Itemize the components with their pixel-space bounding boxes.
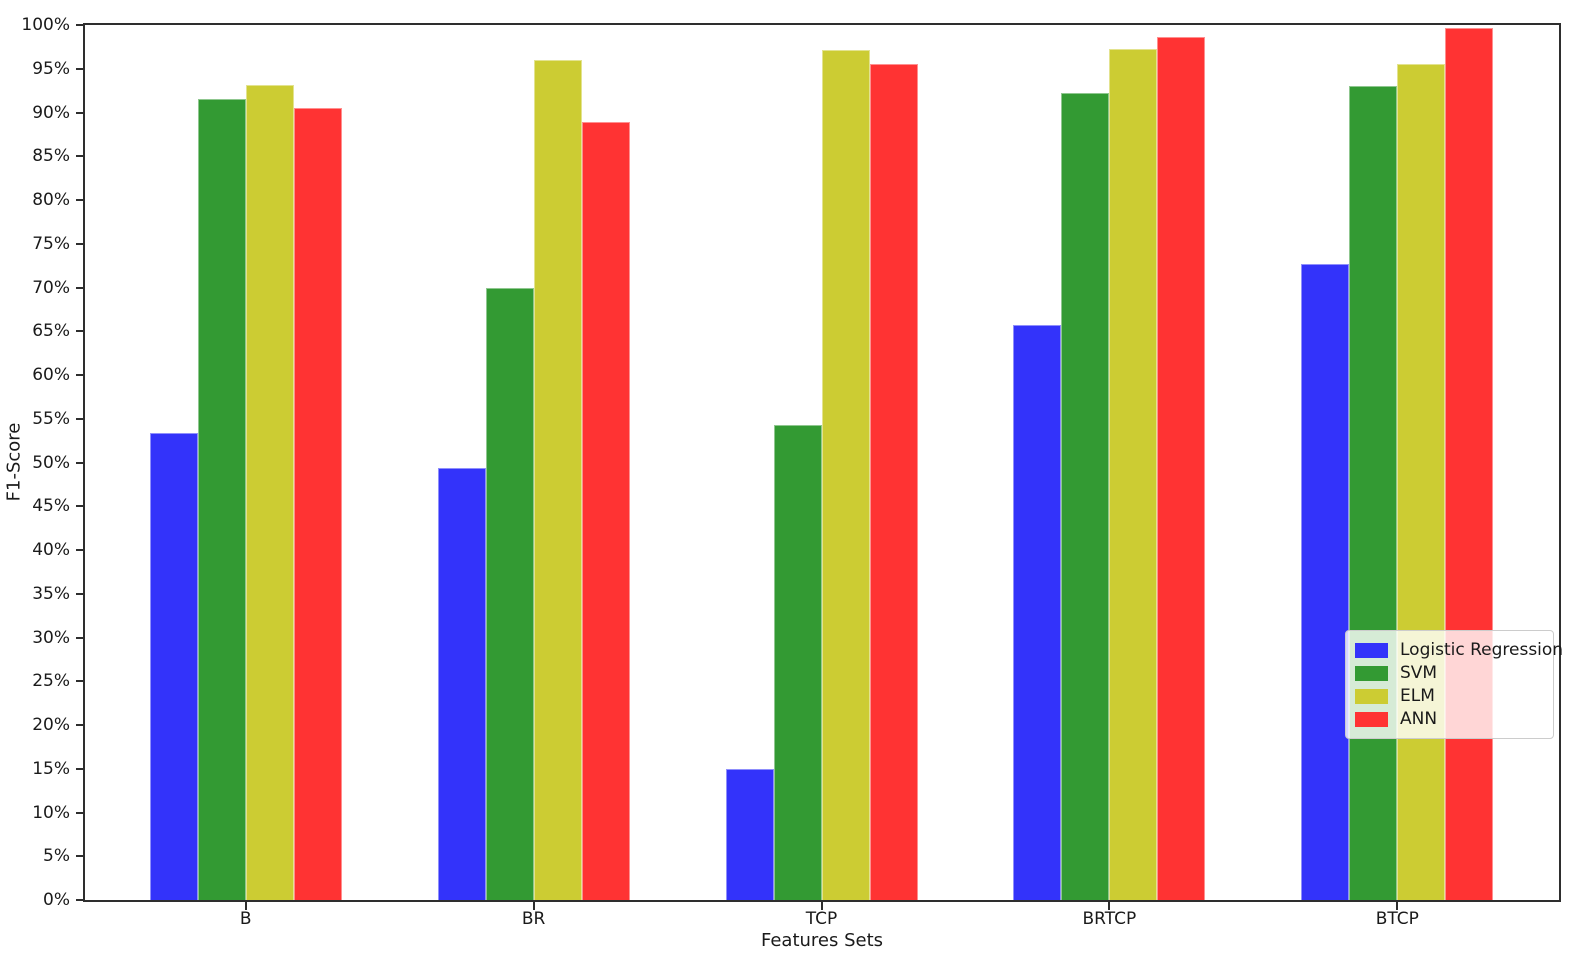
bar-svm-b [197,99,246,900]
y-tick-mark [76,374,83,376]
legend-label: SVM [1400,663,1438,683]
bar-ann-tcp [869,64,918,900]
x-tick-mark [244,902,247,910]
bar-svm-brtcp [1061,93,1110,900]
bar-ann-btcp [1445,27,1494,900]
y-tick-mark [76,549,83,551]
legend-swatch-logistic-regression [1355,642,1388,658]
y-tick-mark [76,855,83,858]
x-tick-label-br: BR [521,909,546,929]
y-tick-label: 10% [32,802,70,823]
y-tick-label: 15% [32,758,70,779]
y-tick-mark [76,242,83,245]
y-tick-mark [76,461,83,464]
legend-entry-elm: ELM [1355,685,1543,707]
x-tick-mark [1396,902,1399,910]
y-tick-label: 0% [43,890,70,910]
bar-ann-b [293,108,342,900]
x-tick-mark [820,902,823,910]
x-tick-label-brtcp: BRTCP [1082,909,1137,929]
y-tick-mark [76,417,83,420]
y-tick-label: 80% [32,190,70,210]
y-tick-mark [76,286,83,289]
plot-area: 0% 5% 10% 15% 20% 25% 30% 35% 40% 45% 50% 55% 60% 65%… [21,15,1561,929]
legend-entry-ann: ANN [1355,708,1543,730]
y-tick-label: 60% [32,365,70,385]
bar-elm-b [245,85,294,900]
y-tick-label: 85% [32,146,70,167]
y-tick-label: 55% [32,408,70,429]
bar-elm-tcp [821,50,870,900]
y-tick-mark [76,111,83,114]
legend-label: ELM [1400,686,1435,706]
bar-elm-btcp [1397,63,1446,900]
y-tick-label: 100% [21,15,70,35]
x-tick-mark [1108,902,1111,910]
y-tick-mark [76,811,83,814]
y-tick-mark [76,724,83,726]
y-tick-label: 45% [32,496,70,517]
x-axis-title: Features Sets [760,930,884,951]
legend-label: Logistic Regression [1400,640,1564,660]
y-tick-mark [76,505,83,508]
y-tick-label: 20% [32,715,70,735]
y-tick-mark [76,199,83,201]
x-tick-label-btcp: BTCP [1375,909,1419,929]
y-tick-label: 40% [32,540,70,560]
bar-svm-tcp [773,424,822,900]
y-tick-mark [76,330,83,333]
x-tick-label-tcp: TCP [805,909,838,929]
legend: Logistic Regression SVM ELM ANN [1345,630,1563,739]
y-tick-label: 75% [32,233,70,254]
y-tick-label: 5% [43,846,70,867]
x-tick-mark [532,902,535,910]
y-tick-mark [76,767,83,770]
y-tick-label: 50% [32,452,70,473]
y-axis-title: F1-Score [3,422,25,502]
bar-ann-br [581,122,630,900]
y-tick-mark [76,636,83,639]
legend-label: ANN [1400,709,1438,729]
bar-elm-br [533,60,582,900]
bar-logistic-regression-brtcp [1013,325,1062,900]
y-tick-mark [76,592,83,595]
y-tick-label: 90% [32,102,70,123]
bar-logistic-regression-btcp [1301,263,1350,900]
y-tick-label: 25% [32,671,70,692]
y-tick-mark [76,899,83,901]
y-tick-label: 65% [32,321,70,342]
y-tick-mark [76,155,83,158]
x-tick-label-b: B [239,909,252,929]
legend-swatch-ann [1355,711,1388,727]
bar-ann-brtcp [1157,37,1206,900]
bar-logistic-regression-br [437,467,486,900]
bar-elm-brtcp [1109,48,1158,900]
y-tick-mark [76,24,83,26]
legend-entry-logistic-regression: Logistic Regression [1355,639,1563,661]
y-tick-label: 35% [32,583,70,604]
bar-svm-btcp [1349,86,1398,900]
y-tick-label: 95% [32,58,70,79]
y-tick-mark [76,67,83,70]
legend-entry-svm: SVM [1355,662,1543,684]
bar-logistic-regression-b [149,432,198,900]
y-tick-mark [76,680,83,683]
bars-layer [85,25,1559,900]
y-tick-label: 70% [32,277,70,298]
y-tick-label: 30% [32,627,70,648]
legend-swatch-elm [1355,688,1388,704]
legend-swatch-svm [1355,665,1388,681]
bar-logistic-regression-tcp [725,768,774,900]
bar-svm-br [485,287,534,900]
